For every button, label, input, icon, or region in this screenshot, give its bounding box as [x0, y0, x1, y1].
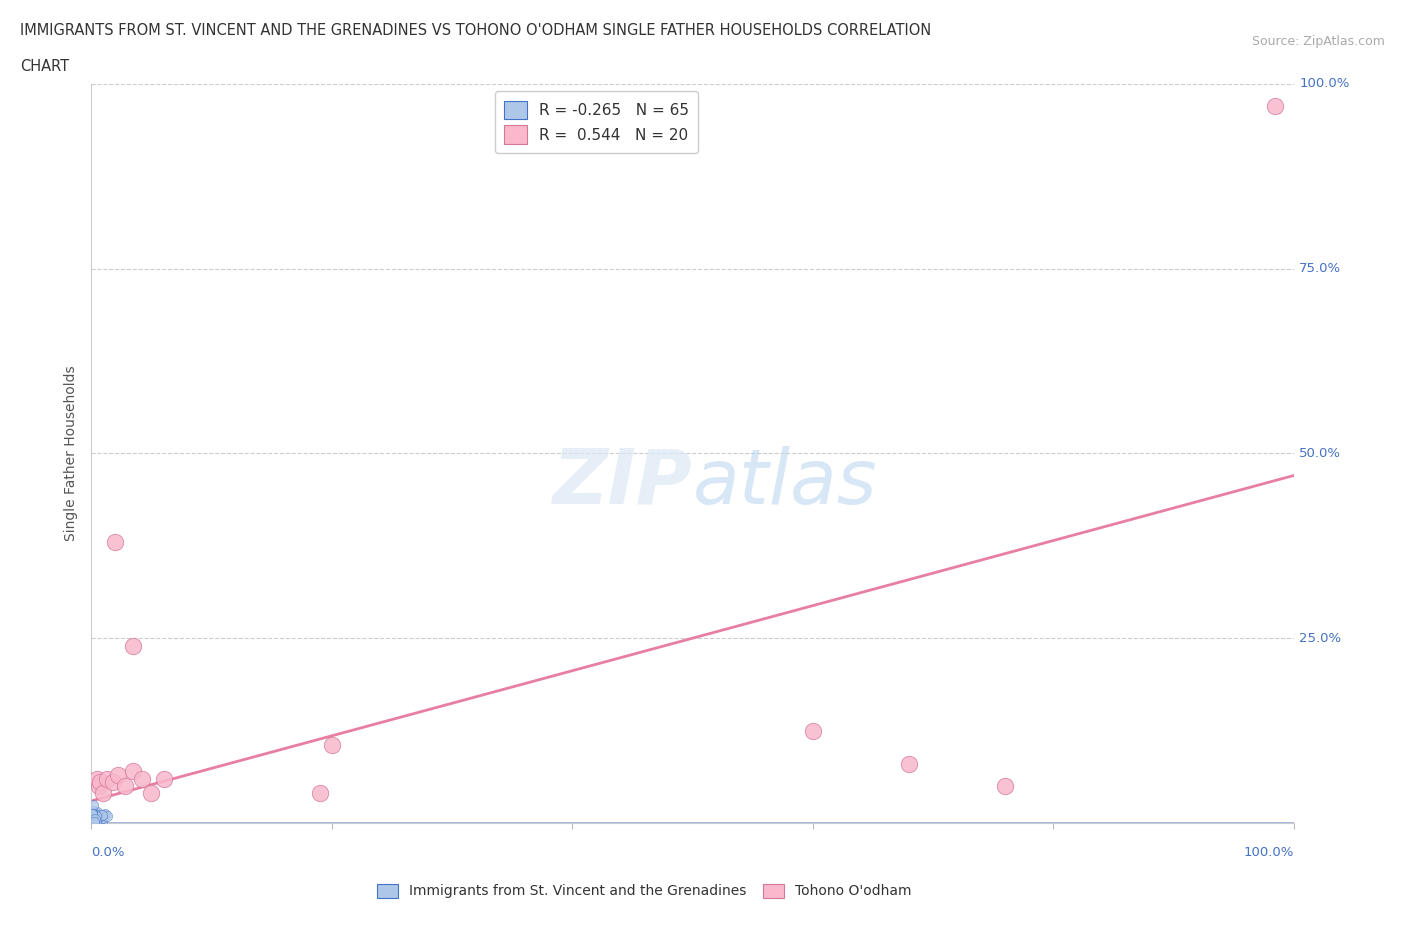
- Point: [82, 815, 104, 830]
- Point: [131, 771, 153, 786]
- Text: 100.0%: 100.0%: [1299, 77, 1350, 90]
- Point: [80, 812, 103, 827]
- Point: [897, 756, 920, 771]
- Point: [80, 806, 103, 821]
- Text: atlas: atlas: [692, 446, 877, 520]
- Text: 100.0%: 100.0%: [1243, 846, 1294, 859]
- Point: [80, 807, 103, 822]
- Point: [93, 786, 115, 801]
- Point: [83, 813, 105, 828]
- Point: [80, 813, 103, 828]
- Point: [80, 806, 103, 821]
- Point: [83, 816, 105, 830]
- Y-axis label: Single Father Households: Single Father Households: [65, 365, 79, 541]
- Point: [89, 775, 111, 790]
- Point: [122, 638, 145, 653]
- Point: [84, 805, 107, 820]
- Point: [87, 812, 110, 827]
- Point: [83, 815, 105, 830]
- Point: [86, 804, 108, 819]
- Point: [107, 767, 129, 782]
- Point: [83, 815, 105, 830]
- Point: [104, 535, 127, 550]
- Point: [89, 808, 111, 823]
- Text: Source: ZipAtlas.com: Source: ZipAtlas.com: [1251, 35, 1385, 48]
- Point: [87, 815, 110, 830]
- Point: [80, 807, 103, 822]
- Point: [86, 810, 108, 825]
- Text: 25.0%: 25.0%: [1299, 631, 1341, 644]
- Point: [84, 807, 107, 822]
- Legend: Immigrants from St. Vincent and the Grenadines, Tohono O'odham: Immigrants from St. Vincent and the Gren…: [371, 878, 917, 904]
- Point: [80, 804, 103, 818]
- Point: [83, 812, 105, 827]
- Point: [80, 814, 103, 829]
- Point: [82, 798, 104, 813]
- Text: 0.0%: 0.0%: [91, 846, 125, 859]
- Point: [94, 807, 117, 822]
- Point: [84, 808, 107, 823]
- Point: [83, 814, 105, 829]
- Point: [82, 813, 104, 828]
- Point: [82, 807, 104, 822]
- Point: [141, 786, 163, 801]
- Point: [96, 771, 118, 786]
- Point: [86, 812, 108, 827]
- Point: [89, 812, 111, 827]
- Point: [801, 724, 824, 738]
- Point: [84, 815, 107, 830]
- Point: [80, 815, 103, 830]
- Point: [87, 811, 110, 826]
- Point: [87, 778, 110, 793]
- Point: [83, 806, 105, 821]
- Point: [86, 814, 108, 829]
- Point: [101, 775, 124, 790]
- Point: [994, 778, 1017, 793]
- Point: [83, 811, 105, 826]
- Point: [83, 816, 105, 830]
- Point: [122, 764, 145, 778]
- Point: [152, 771, 174, 786]
- Point: [86, 815, 108, 830]
- Point: [84, 805, 107, 820]
- Point: [83, 806, 105, 821]
- Point: [86, 771, 108, 786]
- Point: [80, 807, 103, 822]
- Point: [82, 812, 104, 827]
- Point: [89, 809, 111, 824]
- Point: [308, 786, 330, 801]
- Point: [84, 810, 107, 825]
- Text: IMMIGRANTS FROM ST. VINCENT AND THE GRENADINES VS TOHONO O'ODHAM SINGLE FATHER H: IMMIGRANTS FROM ST. VINCENT AND THE GREN…: [20, 23, 931, 38]
- Point: [1264, 99, 1286, 113]
- Point: [80, 812, 103, 827]
- Point: [84, 808, 107, 823]
- Point: [83, 814, 105, 829]
- Point: [83, 813, 105, 828]
- Point: [114, 778, 136, 793]
- Point: [80, 809, 103, 824]
- Point: [86, 814, 108, 829]
- Point: [96, 808, 118, 823]
- Point: [321, 738, 343, 753]
- Point: [83, 814, 105, 829]
- Text: CHART: CHART: [20, 59, 69, 73]
- Point: [90, 808, 112, 823]
- Point: [91, 807, 114, 822]
- Point: [80, 810, 103, 825]
- Text: 75.0%: 75.0%: [1299, 262, 1341, 275]
- Point: [84, 814, 107, 829]
- Point: [82, 813, 104, 828]
- Point: [82, 807, 104, 822]
- Text: ZIP: ZIP: [553, 446, 692, 520]
- Point: [82, 812, 104, 827]
- Point: [91, 811, 114, 826]
- Point: [82, 809, 104, 824]
- Point: [83, 813, 105, 828]
- Point: [83, 810, 105, 825]
- Text: 50.0%: 50.0%: [1299, 447, 1341, 459]
- Point: [91, 813, 114, 828]
- Point: [83, 806, 105, 821]
- Point: [83, 810, 105, 825]
